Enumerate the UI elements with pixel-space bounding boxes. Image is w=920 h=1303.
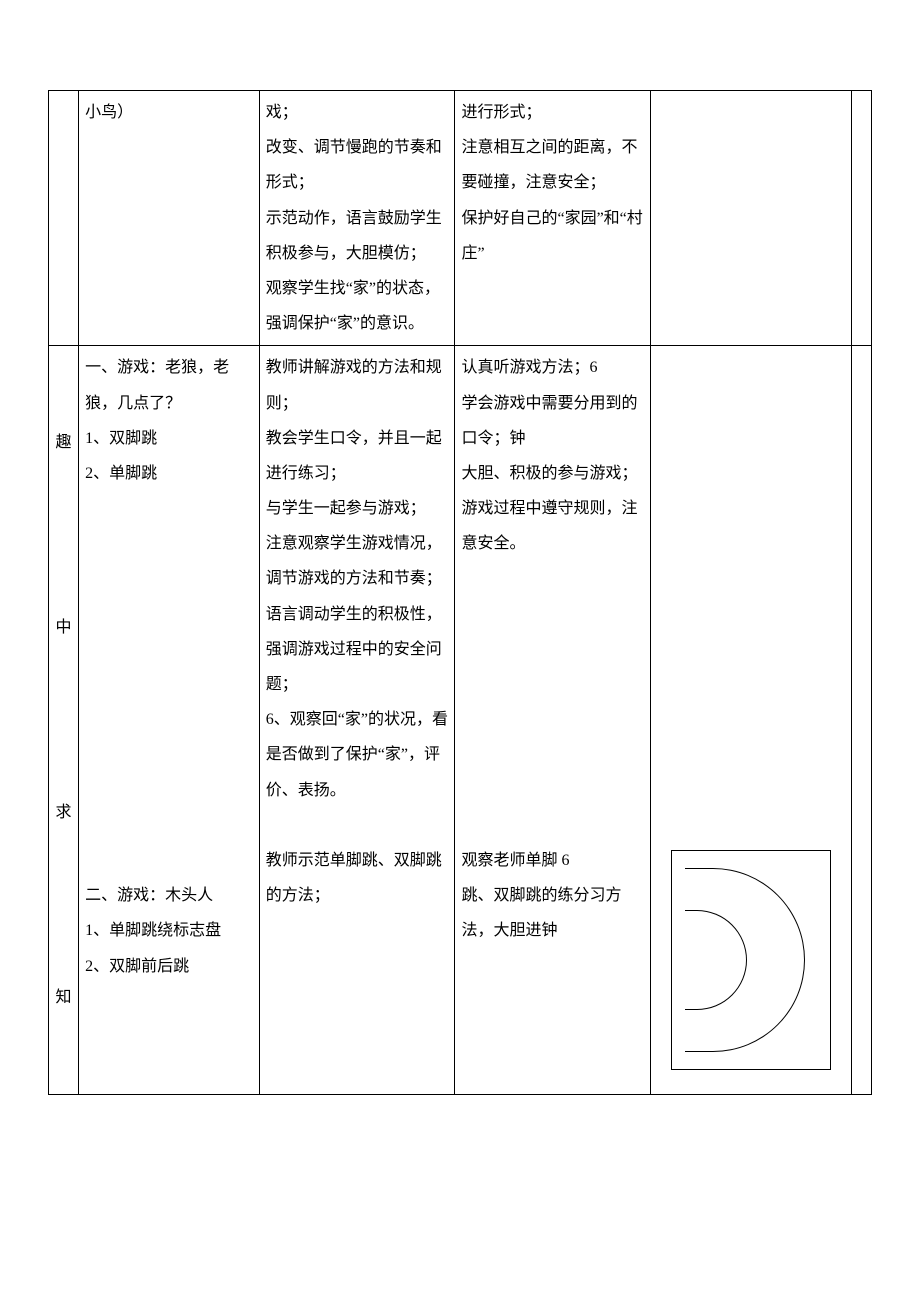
blank-cell: [851, 346, 871, 1095]
cell-text: 一、游戏：老狼，老狼，几点了？1、双脚跳2、单脚跳二、游戏：木头人1、单脚跳绕标…: [85, 359, 229, 974]
teacher-cell: 戏；改变、调节慢跑的节奏和形式；示范动作，语言鼓励学生积极参与，大胆模仿；观察学…: [259, 91, 455, 346]
blank-cell: [851, 91, 871, 346]
student-cell: 进行形式；注意相互之间的距离，不要碰撞，注意安全；保护好自己的“家园”和“村庄”: [455, 91, 651, 346]
stage-char: 中: [55, 610, 72, 645]
lesson-plan-table: 小鸟） 戏；改变、调节慢跑的节奏和形式；示范动作，语言鼓励学生积极参与，大胆模仿…: [48, 90, 872, 1095]
stage-label-wrap: 趣 中 求 知: [55, 350, 72, 1090]
stage-char: 知: [55, 980, 72, 1015]
content-cell: 一、游戏：老狼，老狼，几点了？1、双脚跳2、单脚跳二、游戏：木头人1、单脚跳绕标…: [79, 346, 260, 1095]
cell-text: 小鸟）: [85, 104, 133, 121]
page: 小鸟） 戏；改变、调节慢跑的节奏和形式；示范动作，语言鼓励学生积极参与，大胆模仿…: [0, 0, 920, 1135]
cell-text: 认真听游戏方法；6学会游戏中需要分用到的口令；钟大胆、积极的参与游戏；游戏过程中…: [461, 359, 637, 939]
cell-text: 戏；改变、调节慢跑的节奏和形式；示范动作，语言鼓励学生积极参与，大胆模仿；观察学…: [266, 104, 442, 332]
stage-char: 求: [55, 795, 72, 830]
layout-cell: [651, 346, 852, 1095]
d-shape-icon: [671, 850, 831, 1070]
stage-char: 趣: [55, 425, 72, 460]
cell-text: 进行形式；注意相互之间的距离，不要碰撞，注意安全；保护好自己的“家园”和“村庄”: [461, 104, 642, 262]
stage-cell-top: [49, 91, 79, 346]
teacher-cell: 教师讲解游戏的方法和规则；教会学生口令，并且一起进行练习；与学生一起参与游戏；注…: [259, 346, 455, 1095]
content-cell: 小鸟）: [79, 91, 260, 346]
cell-text: 教师讲解游戏的方法和规则；教会学生口令，并且一起进行练习；与学生一起参与游戏；注…: [266, 359, 448, 904]
table-row: 趣 中 求 知 一、游戏：老狼，老狼，几点了？1、双脚跳2、单脚跳二、游戏：木头…: [49, 346, 872, 1095]
student-cell: 认真听游戏方法；6学会游戏中需要分用到的口令；钟大胆、积极的参与游戏；游戏过程中…: [455, 346, 651, 1095]
table-row: 小鸟） 戏；改变、调节慢跑的节奏和形式；示范动作，语言鼓励学生积极参与，大胆模仿…: [49, 91, 872, 346]
stage-cell-main: 趣 中 求 知: [49, 346, 79, 1095]
layout-cell: [651, 91, 852, 346]
